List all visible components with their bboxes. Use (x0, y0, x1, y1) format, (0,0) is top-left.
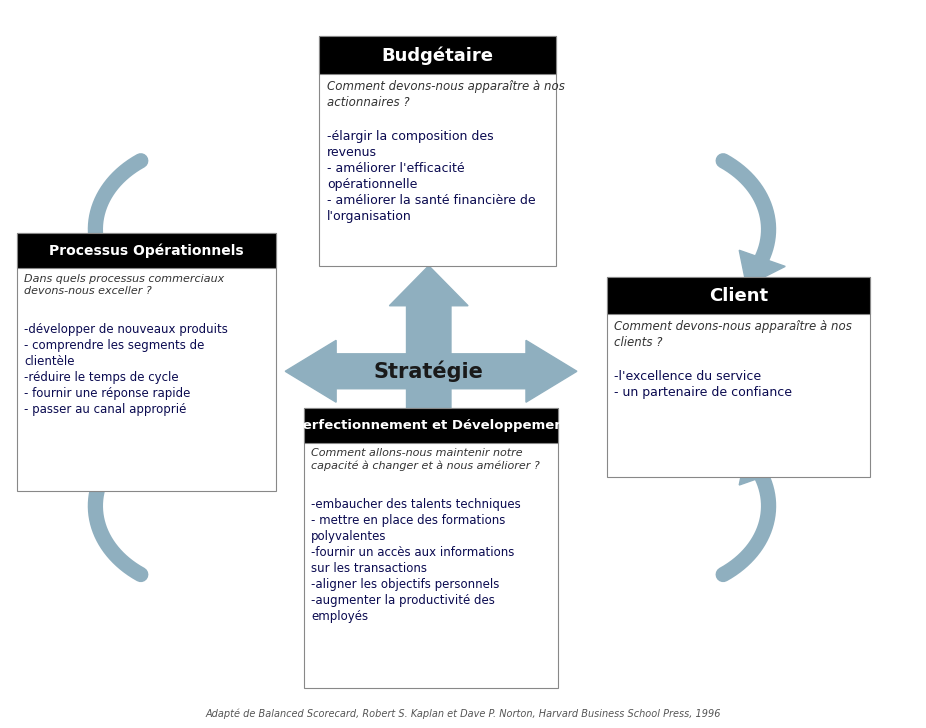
FancyArrow shape (390, 266, 469, 371)
Polygon shape (79, 449, 125, 485)
Text: Dans quels processus commerciaux
devons-nous exceller ?: Dans quels processus commerciaux devons-… (24, 274, 224, 296)
FancyBboxPatch shape (319, 36, 556, 266)
FancyBboxPatch shape (17, 233, 276, 491)
Text: Comment devons-nous apparaître à nos
clients ?: Comment devons-nous apparaître à nos cli… (614, 320, 852, 349)
FancyBboxPatch shape (17, 233, 276, 268)
Text: Processus Opérationnels: Processus Opérationnels (49, 243, 244, 258)
FancyBboxPatch shape (607, 277, 870, 314)
Text: Comment devons-nous apparaître à nos
actionnaires ?: Comment devons-nous apparaître à nos act… (327, 80, 565, 109)
Text: Adapté de Balanced Scorecard, Robert S. Kaplan et Dave P. Norton, Harvard Busine: Adapté de Balanced Scorecard, Robert S. … (206, 709, 720, 719)
Text: Perfectionnement et Développement: Perfectionnement et Développement (293, 419, 569, 432)
Text: Budgétaire: Budgétaire (382, 46, 494, 65)
Text: -embaucher des talents techniques
- mettre en place des formations
polyvalentes
: -embaucher des talents techniques - mett… (311, 498, 521, 623)
Text: -l'excellence du service
- un partenaire de confiance: -l'excellence du service - un partenaire… (614, 370, 792, 399)
Text: Client: Client (709, 287, 768, 304)
Polygon shape (739, 250, 785, 286)
Text: -élargir la composition des
revenus
- améliorer l'efficacité
opérationnelle
- am: -élargir la composition des revenus - am… (327, 130, 535, 223)
Polygon shape (739, 449, 785, 485)
Text: Comment allons-nous maintenir notre
capacité à changer et à nous améliorer ?: Comment allons-nous maintenir notre capa… (311, 448, 540, 472)
FancyBboxPatch shape (319, 36, 556, 74)
FancyArrow shape (429, 341, 577, 402)
FancyBboxPatch shape (304, 408, 558, 443)
Text: Stratégie: Stratégie (374, 360, 483, 382)
Polygon shape (79, 250, 125, 286)
FancyArrow shape (390, 371, 469, 484)
FancyArrow shape (285, 341, 429, 402)
FancyBboxPatch shape (304, 408, 558, 688)
FancyBboxPatch shape (607, 277, 870, 477)
Text: -développer de nouveaux produits
- comprendre les segments de
clientèle
-réduire: -développer de nouveaux produits - compr… (24, 323, 228, 416)
